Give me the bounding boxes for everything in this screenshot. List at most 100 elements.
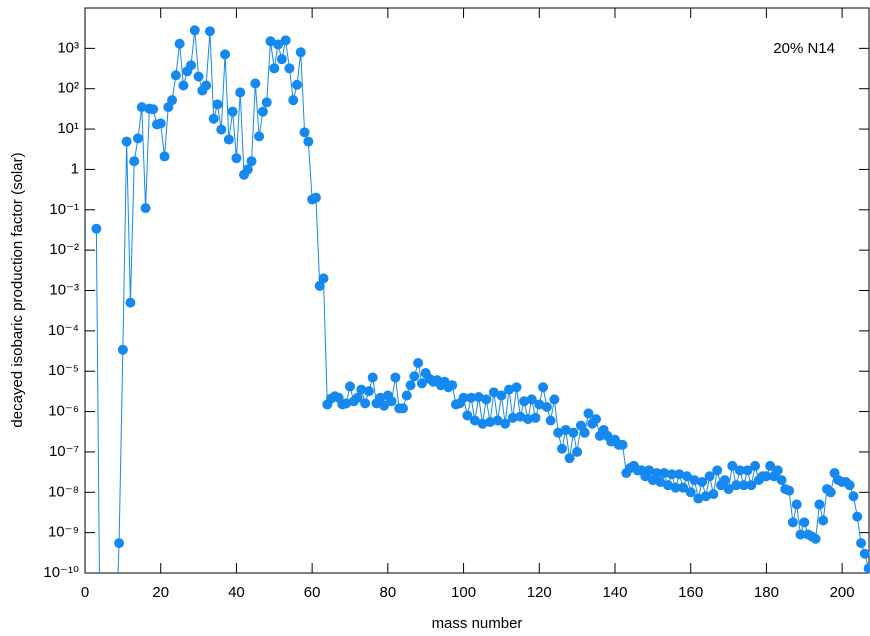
data-point [303, 136, 314, 147]
data-point [644, 465, 655, 476]
data-point [560, 424, 571, 435]
data-point [541, 401, 552, 412]
data-point [519, 396, 530, 407]
data-point [265, 36, 276, 47]
data-point [734, 465, 745, 476]
data-point [553, 427, 564, 438]
data-point [859, 548, 870, 559]
data-point [863, 563, 870, 573]
data-point [810, 533, 821, 544]
data-point [852, 511, 863, 522]
data-point [818, 515, 829, 526]
data-point [617, 439, 628, 450]
data-point [121, 136, 132, 147]
data-point [742, 465, 753, 476]
data-point [379, 400, 390, 411]
data-point [201, 80, 212, 91]
data-point [651, 468, 662, 479]
data-point [477, 418, 488, 429]
data-point [469, 415, 480, 426]
data-point [473, 391, 484, 402]
data-point [507, 412, 518, 423]
data-point [844, 480, 855, 491]
data-point [170, 70, 181, 81]
data-point [697, 476, 708, 487]
data-point [712, 465, 723, 476]
x-tick-label: 120 [527, 584, 552, 601]
data-point [360, 398, 371, 409]
data-point [681, 471, 692, 482]
data-point [848, 491, 859, 502]
x-tick-label: 0 [81, 584, 89, 601]
data-point [731, 480, 742, 491]
data-point [738, 480, 749, 491]
data-point [212, 99, 223, 110]
data-point [136, 102, 147, 113]
data-point [129, 156, 140, 167]
data-point [242, 164, 253, 175]
data-point [114, 538, 125, 549]
data-point [341, 398, 352, 409]
data-point [522, 414, 533, 425]
data-point [666, 469, 677, 480]
data-point [689, 475, 700, 486]
data-point [784, 485, 795, 496]
data-point [276, 54, 287, 65]
data-point [246, 156, 257, 167]
y-tick-label: 10⁻¹⁰ [43, 564, 79, 581]
data-point [719, 475, 730, 486]
y-tick-label: 10⁻³ [49, 281, 79, 298]
data-point [390, 372, 401, 383]
data-point [750, 460, 761, 471]
data-point [799, 517, 810, 528]
y-axis-label: decayed isobaric production factor (sola… [9, 152, 26, 427]
data-point [208, 113, 219, 124]
data-point [148, 104, 159, 115]
data-point [227, 106, 238, 117]
x-tick-label: 180 [754, 584, 779, 601]
data-point [700, 491, 711, 502]
data-point [583, 408, 594, 419]
data-point [538, 382, 549, 393]
x-tick-label: 20 [152, 584, 169, 601]
data-point [288, 95, 299, 106]
data-point [413, 357, 424, 368]
data-point [299, 127, 310, 138]
data-point [772, 465, 783, 476]
data-point [746, 480, 757, 491]
data-point [409, 371, 420, 382]
y-tick-label: 10² [57, 80, 79, 97]
data-point [363, 386, 374, 397]
data-point [462, 410, 473, 421]
data-point [825, 487, 836, 498]
data-point [250, 78, 261, 89]
data-point [397, 403, 408, 414]
data-point [178, 80, 189, 91]
data-point [401, 390, 412, 401]
data-point [367, 372, 378, 383]
data-point [496, 390, 507, 401]
data-point [447, 380, 458, 391]
data-point [204, 26, 215, 37]
data-point [500, 418, 511, 429]
data-point [291, 79, 302, 90]
data-point [761, 471, 772, 482]
y-tick-label: 1 [71, 160, 79, 177]
data-point [579, 427, 590, 438]
data-point [231, 153, 242, 164]
data-point [216, 124, 227, 135]
plot-area [91, 25, 870, 573]
x-tick-label: 60 [304, 584, 321, 601]
data-point [704, 471, 715, 482]
data-point [545, 415, 556, 426]
data-point [466, 392, 477, 403]
data-point [132, 133, 143, 144]
data-point [189, 25, 200, 36]
data-point [458, 392, 469, 403]
data-point [269, 63, 280, 74]
x-tick-label: 140 [602, 584, 627, 601]
data-point [511, 382, 522, 393]
data-point [678, 482, 689, 493]
data-point [659, 468, 670, 479]
data-point [765, 460, 776, 471]
